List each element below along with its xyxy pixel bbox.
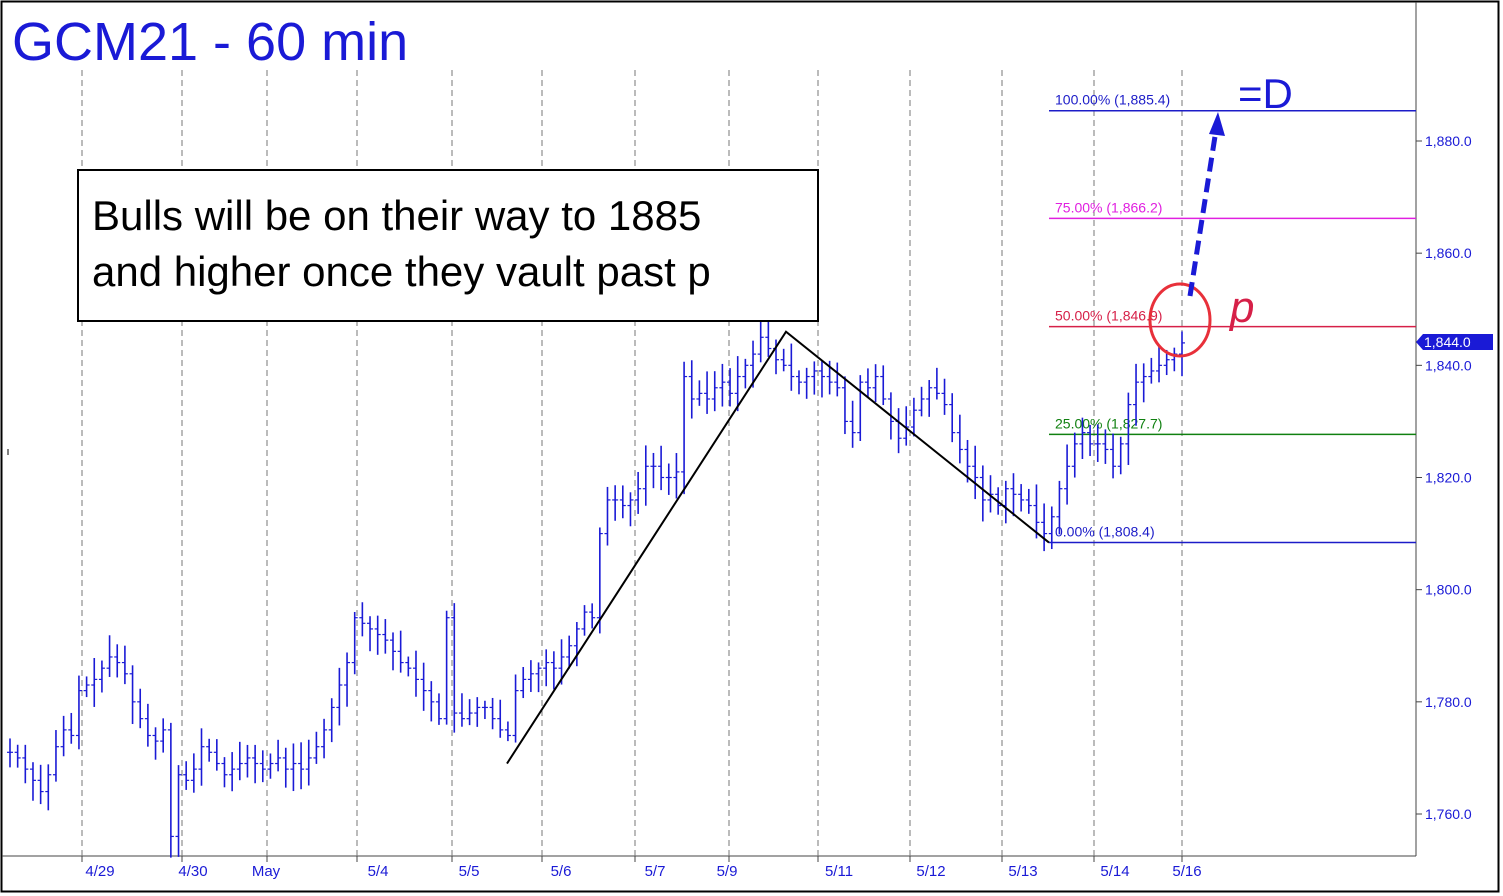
- y-tick-label: 1,780.0: [1425, 694, 1472, 710]
- abc-pattern: [506, 330, 1050, 765]
- x-tick-label: May: [252, 863, 281, 880]
- x-tick-label: 5/9: [717, 863, 738, 880]
- x-tick-label: 5/11: [825, 863, 853, 880]
- callout-text-line2: and higher once they vault past p: [92, 248, 711, 295]
- fib-level-label: 0.00% (1,808.4): [1055, 524, 1155, 540]
- x-tick-label: 5/12: [916, 863, 945, 880]
- y-tick-label: 1,880.0: [1425, 133, 1472, 149]
- y-tick-label: 1,860.0: [1425, 245, 1472, 261]
- pivot-circle: [1148, 282, 1212, 358]
- x-tick-label: 5/16: [1172, 863, 1201, 880]
- last-price-value: 1,844.0: [1424, 334, 1471, 350]
- x-axis: 4/29 4/30 May 5/4 5/5 5/6 5/7 5/9 5/11 5/12 5/13 5/…: [81, 856, 1202, 880]
- y-tick-label: 1,760.0: [1425, 806, 1472, 822]
- target-label: =D: [1238, 70, 1293, 117]
- x-tick-label: 5/6: [551, 863, 572, 880]
- x-tick-label: 5/13: [1008, 863, 1037, 880]
- x-tick-label: 5/4: [368, 863, 389, 880]
- pivot-label: p: [1228, 283, 1254, 332]
- callout-text-line1: Bulls will be on their way to 1885: [92, 192, 701, 239]
- x-tick-label: 4/30: [178, 863, 207, 880]
- x-tick-label: 5/5: [459, 863, 480, 880]
- x-tick-label: 5/7: [645, 863, 666, 880]
- chart-title: GCM21 - 60 min: [12, 12, 408, 72]
- fib-level-label: 100.00% (1,885.4): [1055, 92, 1170, 108]
- fib-level-label: 75.00% (1,866.2): [1055, 199, 1162, 215]
- fib-level-label: 50.00% (1,846.9): [1055, 308, 1162, 324]
- target-arrow-line: [1187, 129, 1219, 297]
- x-tick-label: 5/14: [1100, 863, 1129, 880]
- y-tick-label: 1,800.0: [1425, 582, 1472, 598]
- callout-box: [77, 169, 819, 322]
- abc-pattern-line: [506, 330, 1050, 765]
- y-tick-label: 1,820.0: [1425, 470, 1472, 486]
- y-axis: 1,760.0 1,780.0 1,800.0 1,820.0 1,840.0 1,860…: [1416, 133, 1472, 822]
- fib-level-label: 25.00% (1,827.7): [1055, 415, 1162, 431]
- ohlc-bars: [7, 320, 1185, 858]
- target-arrow-head: [1209, 112, 1225, 136]
- y-tick-label: 1,840.0: [1425, 357, 1472, 373]
- x-tick-label: 4/29: [85, 863, 114, 880]
- last-price-tag: 1,844.0: [1416, 334, 1493, 350]
